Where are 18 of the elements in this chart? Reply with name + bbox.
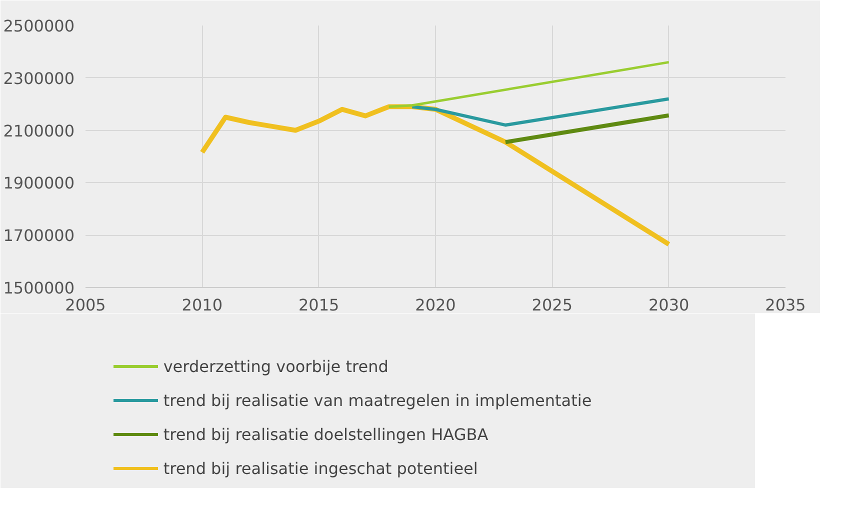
x-tick-label: 2030 bbox=[648, 296, 690, 314]
line-series bbox=[410, 97, 670, 127]
legend-label: verderzetting voorbije trend bbox=[163, 356, 388, 376]
x-tick-label: 2005 bbox=[65, 296, 106, 314]
legend-label: trend bij realisatie van maatregelen in implementatie bbox=[163, 390, 592, 410]
y-tick-label: 2300000 bbox=[3, 68, 75, 88]
y-tick-label: 1900000 bbox=[3, 174, 75, 193]
y-tick-label: 1500000 bbox=[3, 278, 75, 298]
legend-label: trend bij realisatie doelstellingen HAGBA bbox=[163, 424, 488, 444]
legend-label: trend bij realisatie ingeschat potentieel bbox=[163, 458, 478, 478]
x-tick-label: 2025 bbox=[532, 296, 573, 314]
x-tick-label: 2010 bbox=[182, 296, 223, 314]
x-tick-label: 2020 bbox=[415, 296, 456, 314]
x-tick-label: 2015 bbox=[298, 296, 340, 314]
y-tick-label: 2100000 bbox=[3, 121, 75, 140]
y-tick-label: 2500000 bbox=[3, 16, 75, 36]
x-tick-label: 2035 bbox=[765, 296, 806, 314]
y-tick-label: 1700000 bbox=[3, 226, 75, 246]
